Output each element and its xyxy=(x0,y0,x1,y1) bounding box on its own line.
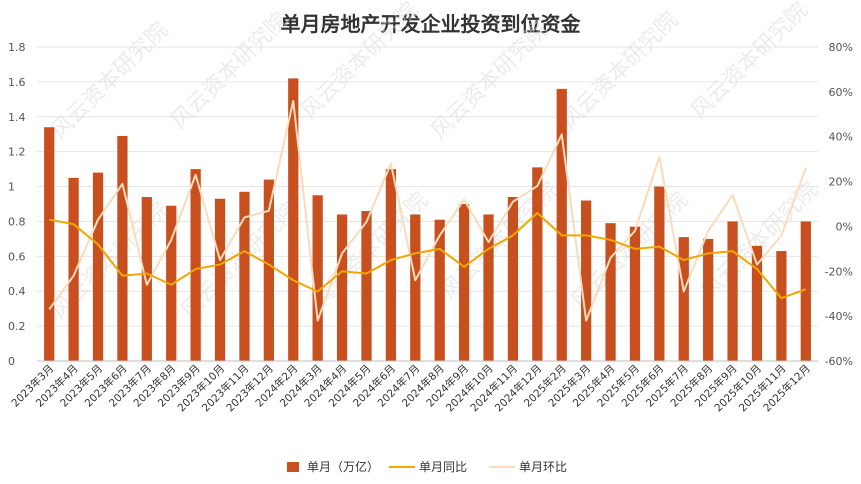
legend-label: 单月（万亿） xyxy=(307,459,379,474)
bar-mark xyxy=(92,172,104,361)
bar-series xyxy=(44,78,811,362)
watermark-text: 风云资本研究院 xyxy=(557,8,684,135)
legend-label: 单月同比 xyxy=(419,460,467,474)
bar-mark xyxy=(214,198,226,361)
left-tick-label: 0.6 xyxy=(8,250,26,263)
bar-mark xyxy=(263,179,274,361)
right-tick-label: 20% xyxy=(829,176,853,189)
left-tick-label: 0.2 xyxy=(8,320,26,333)
bar-mark xyxy=(239,191,250,361)
right-tick-label: 40% xyxy=(829,131,853,144)
bar-mark xyxy=(361,210,372,361)
bar-mark xyxy=(288,78,299,362)
legend: 单月（万亿） 单月同比 单月环比 xyxy=(287,459,567,474)
left-tick-label: 1 xyxy=(8,181,15,194)
x-axis: 2023年3月2023年4月2023年5月2023年6月2023年7月2023年… xyxy=(9,360,818,414)
right-tick-label: -60% xyxy=(825,355,853,368)
line-series xyxy=(48,99,807,322)
bar-mark xyxy=(727,221,738,361)
left-tick-label: 0.8 xyxy=(8,215,26,228)
right-axis: -60% -40% -20% 0% 20% 40% 60% 80% xyxy=(825,41,853,368)
bar-mark xyxy=(751,245,763,361)
bar-mark xyxy=(532,167,543,361)
bar-mark xyxy=(410,214,421,361)
bar-mark xyxy=(483,214,494,361)
left-tick-label: 0.4 xyxy=(8,285,26,298)
left-tick-label: 1.2 xyxy=(8,146,26,159)
bar-mark xyxy=(581,200,592,361)
bar-mark xyxy=(44,127,55,361)
bar-mark xyxy=(434,219,445,361)
series-line xyxy=(48,99,807,322)
legend-label: 单月环比 xyxy=(519,460,567,474)
right-tick-label: -20% xyxy=(825,265,853,278)
bar-mark xyxy=(507,197,519,361)
bar-mark xyxy=(800,221,811,361)
right-tick-label: 80% xyxy=(829,41,853,54)
legend-item[interactable]: 单月（万亿） xyxy=(287,459,379,474)
left-tick-label: 0 xyxy=(8,355,15,368)
watermark-text: 风云资本研究院 xyxy=(687,0,814,124)
watermark-text: 风云资本研究院 xyxy=(437,178,564,305)
bar-mark xyxy=(312,195,323,361)
left-tick-label: 1.4 xyxy=(8,111,26,124)
bar-mark xyxy=(458,204,470,361)
left-tick-label: 1.8 xyxy=(8,41,26,54)
bar-mark xyxy=(556,88,567,361)
bar-mark xyxy=(776,251,787,361)
series-line xyxy=(49,211,807,300)
right-tick-label: -40% xyxy=(825,310,853,323)
left-axis: 0 0.2 0.4 0.6 0.8 1 1.2 1.4 1.6 1.8 xyxy=(8,41,26,368)
legend-item[interactable]: 单月环比 xyxy=(489,460,567,474)
left-tick-label: 1.6 xyxy=(8,76,26,89)
watermark-text: 风云资本研究院 xyxy=(297,0,424,124)
bar-mark xyxy=(68,177,79,361)
right-tick-label: 0% xyxy=(836,220,853,233)
bar-mark xyxy=(629,226,641,361)
bar-mark xyxy=(654,186,665,361)
legend-item[interactable]: 单月同比 xyxy=(389,460,467,474)
bar-mark xyxy=(605,223,616,361)
bar-mark xyxy=(678,237,689,361)
watermark-text: 风云资本研究院 xyxy=(47,18,174,145)
right-tick-label: 60% xyxy=(829,86,853,99)
chart-title: 单月房地产开发企业投资到位资金 xyxy=(280,12,581,36)
bar-mark xyxy=(117,135,128,361)
bar-mark xyxy=(336,214,348,361)
watermark-text: 风云资本研究院 xyxy=(167,8,294,135)
bar-mark xyxy=(703,238,714,361)
bar-mark xyxy=(166,205,177,361)
legend-swatch xyxy=(287,462,299,472)
bar-mark xyxy=(385,169,397,361)
bar-mark xyxy=(141,197,152,361)
watermark-text: 风云资本研究院 xyxy=(427,18,554,145)
bar-mark xyxy=(190,169,201,361)
